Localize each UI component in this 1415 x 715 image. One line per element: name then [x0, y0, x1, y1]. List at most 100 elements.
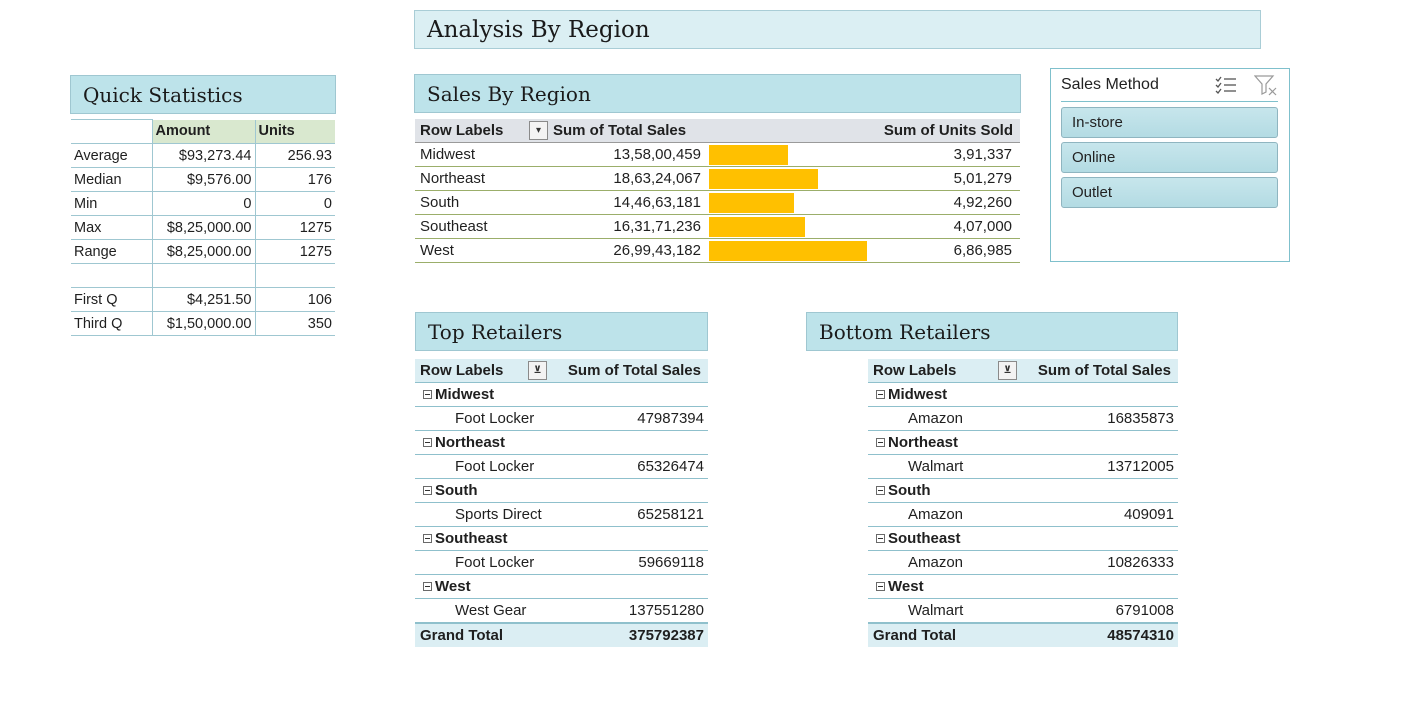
row-labels-sort-filter-button[interactable]: ⊻	[998, 361, 1017, 380]
table-row: Foot Locker 65326474	[415, 455, 708, 479]
grand-total-row: Grand Total 375792387	[415, 623, 708, 647]
grand-total-label: Grand Total	[420, 627, 504, 644]
retailer-name: Walmart	[908, 458, 964, 475]
units-sold-value: 4,92,260	[953, 194, 1012, 211]
units-sold-value: 6,86,985	[953, 242, 1012, 259]
table-cell: $8,25,000.00	[152, 215, 256, 240]
table-row: Foot Locker 47987394	[415, 407, 708, 431]
table-row: Amazon 409091	[868, 503, 1178, 527]
table-row: Foot Locker 59669118	[415, 551, 708, 575]
sales-data-bar	[709, 193, 794, 213]
collapse-icon[interactable]	[423, 582, 432, 591]
pivot-header-row: Row Labels ⊻ Sum of Total Sales	[868, 359, 1178, 383]
table-row: Midwest 13,58,00,459 3,91,337	[415, 143, 1020, 167]
region-group-row[interactable]: West	[868, 575, 1178, 599]
sales-by-region-pivot: Row Labels ▾ Sum of Total Sales Sum of Unit…	[415, 119, 1020, 263]
retailer-name: Foot Locker	[455, 554, 535, 571]
collapse-icon[interactable]	[876, 534, 885, 543]
collapse-icon[interactable]	[423, 486, 432, 495]
row-labels-filter-button[interactable]: ▾	[529, 121, 548, 140]
table-cell	[152, 263, 256, 288]
row-labels-sort-filter-button[interactable]: ⊻	[528, 361, 547, 380]
sales-data-bar	[709, 241, 867, 261]
units-sold-header: Sum of Units Sold	[883, 122, 1013, 139]
collapse-icon[interactable]	[876, 486, 885, 495]
retailer-name: Foot Locker	[455, 458, 535, 475]
region-group-row[interactable]: West	[415, 575, 708, 599]
total-sales-value: 14,46,63,181	[613, 194, 701, 211]
table-cell: $9,576.00	[152, 167, 256, 192]
slicer-item-in-store[interactable]: In-store	[1061, 107, 1278, 138]
region-group-row[interactable]: Midwest	[415, 383, 708, 407]
region-label: South	[888, 482, 931, 499]
slicer-item-outlet[interactable]: Outlet	[1061, 177, 1278, 208]
collapse-icon[interactable]	[423, 390, 432, 399]
sort-filter-icon: ⊻	[533, 365, 542, 376]
row-labels-header: Row Labels	[873, 362, 957, 379]
table-row: Amazon 10826333	[868, 551, 1178, 575]
total-sales-value: 13,58,00,459	[613, 146, 701, 163]
row-labels-header: Row Labels	[420, 362, 504, 379]
region-label: West	[888, 578, 924, 595]
table-cell	[255, 263, 335, 288]
table-cell: 1275	[255, 239, 335, 264]
table-cell: Range	[71, 239, 153, 264]
pivot-header-row: Row Labels ⊻ Sum of Total Sales	[415, 359, 708, 383]
sort-filter-icon: ⊻	[1003, 365, 1012, 376]
table-row: West 26,99,43,182 6,86,985	[415, 239, 1020, 263]
pivot-header-row: Row Labels ▾ Sum of Total Sales Sum of Unit…	[415, 119, 1020, 143]
region-label: Northeast	[420, 170, 486, 187]
region-group-row[interactable]: South	[868, 479, 1178, 503]
region-group-row[interactable]: Southeast	[415, 527, 708, 551]
collapse-icon[interactable]	[876, 390, 885, 399]
multi-select-icon[interactable]	[1215, 75, 1237, 95]
table-row: Average $93,273.44 256.93	[71, 143, 335, 168]
total-sales-value: 47987394	[637, 410, 704, 427]
collapse-icon[interactable]	[423, 534, 432, 543]
region-label: Northeast	[888, 434, 959, 451]
region-group-row[interactable]: Northeast	[868, 431, 1178, 455]
total-sales-header: Sum of Total Sales	[1037, 362, 1171, 379]
bottom-retailers-pivot: Row Labels ⊻ Sum of Total Sales Midwest Amaz…	[868, 359, 1178, 647]
quick-statistics-table: Amount Units Average $93,273.44 256.93 Median…	[71, 119, 335, 336]
region-label: Northeast	[435, 434, 506, 451]
table-cell: 176	[255, 167, 335, 192]
table-cell: 106	[255, 287, 335, 312]
collapse-icon[interactable]	[876, 438, 885, 447]
region-label: South	[435, 482, 478, 499]
total-sales-value: 65326474	[637, 458, 704, 475]
table-row: Min 0 0	[71, 191, 335, 216]
clear-filter-icon[interactable]	[1253, 74, 1278, 96]
table-cell: Average	[71, 143, 153, 168]
region-group-row[interactable]: Northeast	[415, 431, 708, 455]
table-cell: 0	[152, 191, 256, 216]
collapse-icon[interactable]	[876, 582, 885, 591]
region-label: Midwest	[435, 386, 495, 403]
collapse-icon[interactable]	[423, 438, 432, 447]
slicer-title: Sales Method	[1061, 76, 1159, 93]
sales-data-bar	[709, 145, 789, 165]
total-sales-value: 16835873	[1107, 410, 1174, 427]
region-group-row[interactable]: Southeast	[868, 527, 1178, 551]
region-group-row[interactable]: Midwest	[868, 383, 1178, 407]
quick-stats-header-cell	[71, 119, 153, 144]
table-cell: $8,25,000.00	[152, 239, 256, 264]
row-labels-header: Row Labels	[420, 122, 504, 139]
sales-data-bar	[709, 169, 819, 189]
table-row: Median $9,576.00 176	[71, 167, 335, 192]
slicer-divider	[1061, 101, 1278, 102]
grand-total-label: Grand Total	[873, 627, 957, 644]
table-cell	[71, 263, 153, 288]
region-label: West	[435, 578, 471, 595]
region-group-row[interactable]: South	[415, 479, 708, 503]
top-retailers-title: Top Retailers	[415, 312, 708, 351]
table-cell: $93,273.44	[152, 143, 256, 168]
slicer-item-online[interactable]: Online	[1061, 142, 1278, 173]
region-label: Southeast	[888, 530, 961, 547]
region-label: South	[420, 194, 460, 211]
region-label: Southeast	[420, 218, 488, 235]
table-cell: 1275	[255, 215, 335, 240]
table-row	[71, 263, 335, 288]
top-retailers-pivot: Row Labels ⊻ Sum of Total Sales Midwest Foot…	[415, 359, 708, 647]
table-cell: 350	[255, 311, 335, 336]
